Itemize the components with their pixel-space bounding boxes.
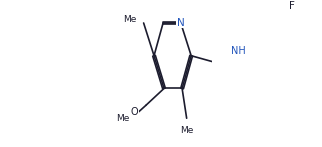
Text: Me: Me bbox=[123, 15, 137, 24]
Text: F: F bbox=[289, 1, 295, 11]
Text: Me: Me bbox=[116, 114, 129, 123]
Text: NH: NH bbox=[232, 46, 246, 56]
Text: O: O bbox=[130, 107, 138, 117]
Text: N: N bbox=[177, 18, 185, 28]
Text: Me: Me bbox=[180, 126, 193, 135]
